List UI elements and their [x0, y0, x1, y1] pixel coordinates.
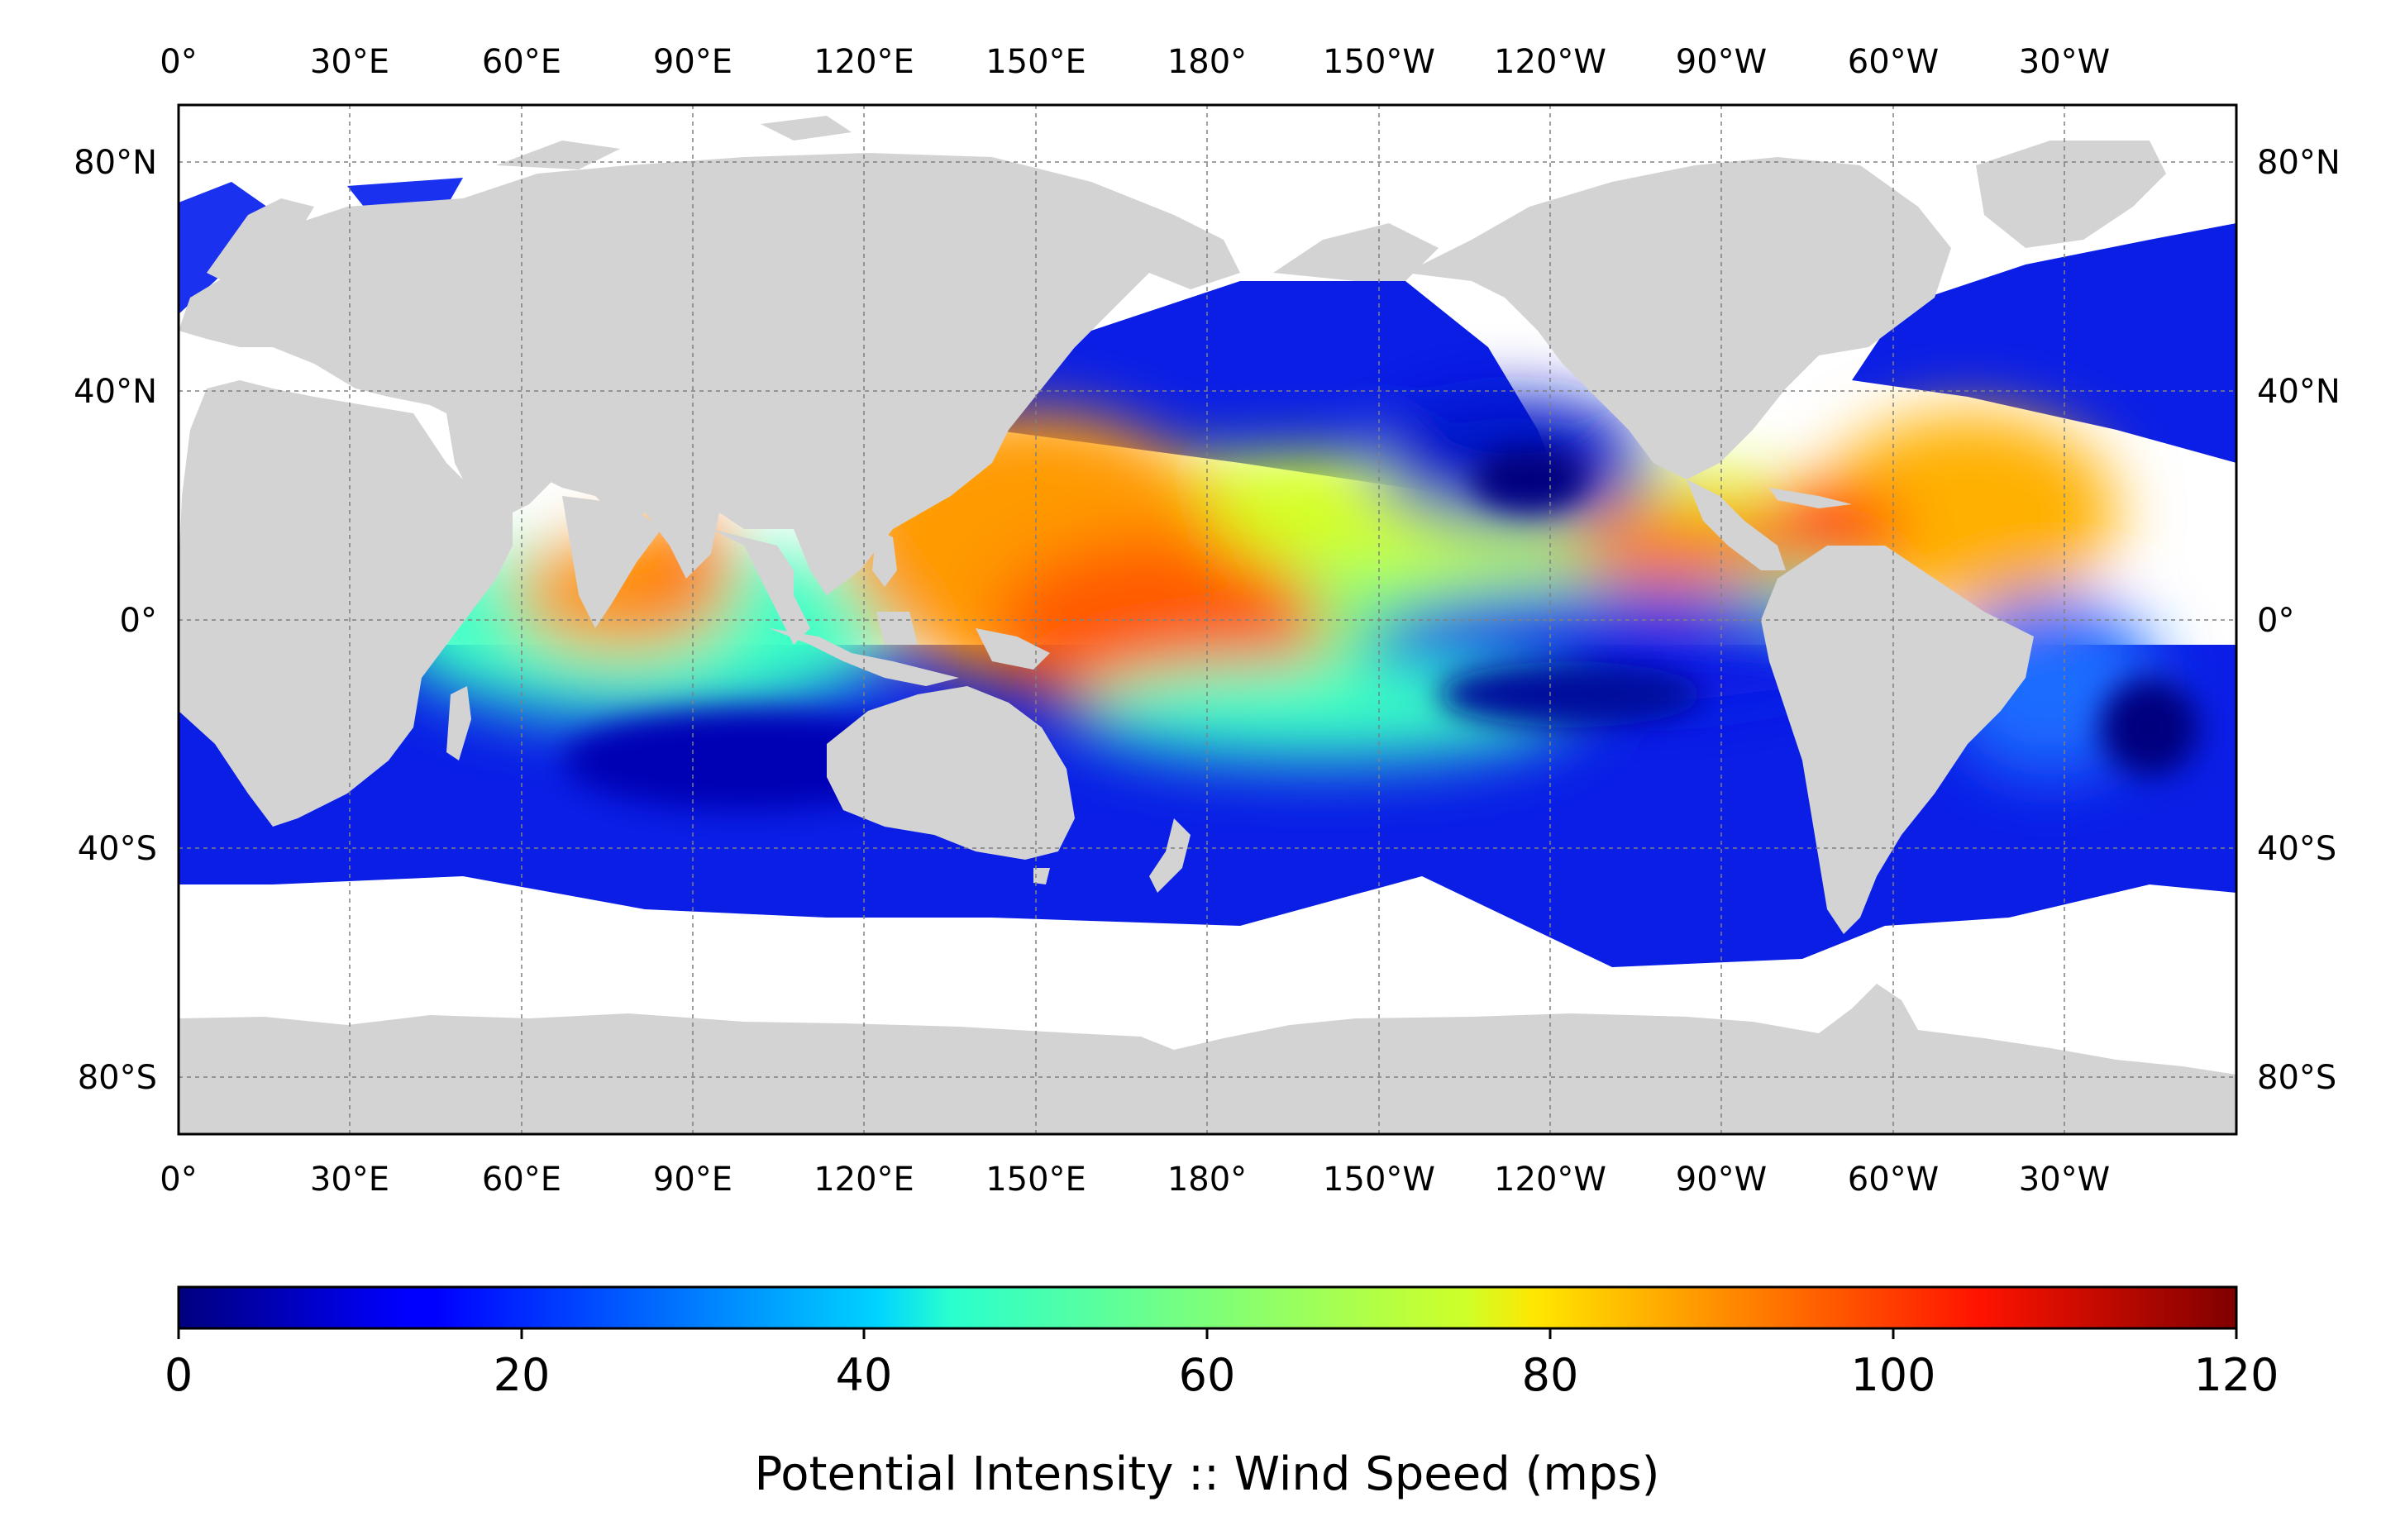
colorbar-ticks	[177, 1328, 2238, 1339]
lat-label-left: 40°S	[78, 830, 157, 868]
lon-label-top: 150°E	[985, 43, 1086, 81]
lon-label-bottom: 150°E	[985, 1161, 1086, 1199]
land-alaska	[1273, 223, 1439, 281]
lon-labels-top: 0° 30°E 60°E 90°E 120°E 150°E 180° 150°W…	[160, 43, 2110, 81]
colorbar-tick-label: 80	[1522, 1349, 1579, 1401]
lon-label-bottom: 150°W	[1323, 1161, 1435, 1199]
lon-label-top: 120°E	[814, 43, 914, 81]
ocean-north-atlantic	[1852, 223, 2236, 463]
colorbar-tick-label: 40	[836, 1349, 893, 1401]
lon-label-top: 150°W	[1323, 43, 1435, 81]
land-africa	[179, 380, 513, 827]
colorbar-tick-label: 0	[165, 1349, 193, 1401]
land-scandinavia	[207, 198, 314, 289]
lat-label-right: 40°N	[2257, 373, 2341, 411]
land-arctic-islands	[496, 116, 852, 169]
pi-south-pacific-dark	[1439, 661, 1703, 727]
map-frame	[177, 103, 2238, 1136]
lon-label-bottom: 60°W	[1848, 1161, 1939, 1199]
lon-label-bottom: 90°E	[653, 1161, 732, 1199]
colorbar-tick-label: 100	[1850, 1349, 1935, 1401]
colorbar-tick-label: 120	[2193, 1349, 2279, 1401]
lat-label-left: 80°S	[78, 1059, 157, 1097]
lon-label-top: 90°W	[1676, 43, 1767, 81]
lon-label-bottom: 30°E	[310, 1161, 389, 1199]
colorbar: 0 20 40 60 80 100 120 Potential Intensit…	[165, 1285, 2279, 1501]
land-north-america	[1405, 157, 1951, 479]
ocean-arctic-patch-2	[347, 178, 463, 207]
lon-label-top: 60°W	[1848, 43, 1939, 81]
lat-label-left: 80°N	[74, 144, 157, 182]
land-cuba	[1769, 488, 1852, 508]
land-eurasia	[179, 153, 1240, 595]
colorbar-gradient	[177, 1285, 2238, 1330]
land-australia	[827, 686, 1075, 860]
lon-label-top: 90°E	[653, 43, 732, 81]
lon-label-top: 30°E	[310, 43, 389, 81]
lon-label-bottom: 60°E	[482, 1161, 561, 1199]
land-new-zealand	[1149, 818, 1191, 893]
land-arabia	[446, 413, 554, 521]
lat-label-left: 0°	[120, 602, 157, 640]
land	[179, 116, 2236, 1134]
colorbar-tick-label: 60	[1179, 1349, 1236, 1401]
land-se-asia	[711, 529, 810, 645]
lon-label-bottom: 120°E	[814, 1161, 914, 1199]
land-philippines	[872, 529, 897, 587]
lon-label-top: 30°W	[2019, 43, 2110, 81]
lon-label-bottom: 0°	[160, 1161, 197, 1199]
land-madagascar	[446, 686, 471, 760]
pi-south-atlantic-dark	[2100, 678, 2199, 777]
map-panel	[179, 105, 2236, 1134]
land-greenland	[1976, 141, 2166, 248]
lat-label-right: 80°S	[2257, 1059, 2336, 1097]
lon-labels-bottom: 0° 30°E 60°E 90°E 120°E 150°E 180° 150°W…	[160, 1161, 2110, 1199]
land-south-america	[1761, 546, 2034, 934]
lat-label-right: 0°	[2257, 602, 2294, 640]
colorbar-title: Potential Intensity :: Wind Speed (mps)	[754, 1447, 1659, 1501]
lon-label-bottom: 180°	[1167, 1161, 1247, 1199]
pi-north-pacific-dark	[1472, 446, 1587, 513]
land-tasmania	[1033, 868, 1050, 884]
lon-label-top: 60°E	[482, 43, 561, 81]
land-central-america	[1687, 479, 1786, 570]
lat-labels-right: 80°N 40°N 0° 40°S 80°S	[2257, 144, 2341, 1097]
lat-label-left: 40°N	[74, 373, 157, 411]
lat-labels-left: 80°N 40°N 0° 40°S 80°S	[74, 144, 157, 1097]
lat-label-right: 80°N	[2257, 144, 2341, 182]
lon-label-bottom: 120°W	[1494, 1161, 1606, 1199]
lat-label-right: 40°S	[2257, 830, 2336, 868]
gridlines	[179, 105, 2236, 1134]
land-japan	[1017, 314, 1067, 397]
lon-label-top: 180°	[1167, 43, 1247, 81]
lon-label-bottom: 30°W	[2019, 1161, 2110, 1199]
colorbar-tick-label: 20	[494, 1349, 551, 1401]
land-india	[562, 496, 661, 628]
lon-label-top: 120°W	[1494, 43, 1606, 81]
lon-label-top: 0°	[160, 43, 197, 81]
land-indonesia	[769, 612, 1050, 686]
lon-label-bottom: 90°W	[1676, 1161, 1767, 1199]
